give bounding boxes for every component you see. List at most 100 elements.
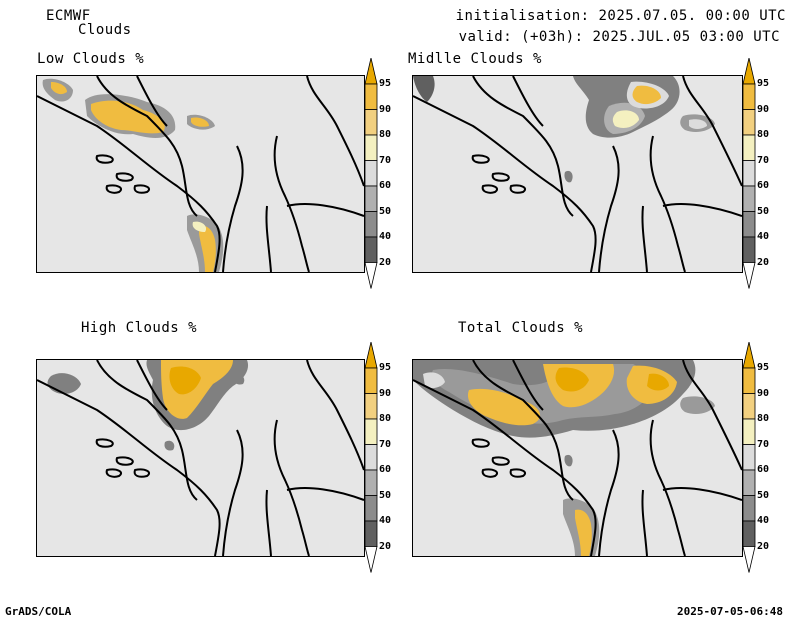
colorbar-tick-label: 90: [757, 387, 770, 399]
colorbar-tick-label: 40: [757, 231, 770, 242]
colorbar-segment: [364, 469, 378, 496]
colorbar-segment: [364, 83, 378, 110]
colorbar-tick-label: 80: [379, 129, 392, 140]
colorbar-segment: [742, 469, 756, 496]
panel-title-high: High Clouds %: [81, 320, 198, 336]
colorbar-high: 95 90 80 70 60 50 40 20: [363, 342, 403, 574]
map-panel-total: [412, 359, 743, 557]
cloud-fields: [47, 360, 249, 451]
colorbar-segment: [364, 58, 378, 85]
colorbar-tick-label: 20: [757, 540, 770, 552]
colorbar-tick-label: 95: [379, 78, 392, 89]
colorbar-tick-label: 20: [757, 256, 770, 268]
colorbar-tick-label: 80: [757, 129, 770, 140]
map-panel-middle: [412, 75, 743, 273]
colorbar-segment: [742, 211, 756, 238]
colorbar-tick-label: 70: [379, 154, 392, 166]
colorbar-tick-label: 95: [379, 362, 392, 373]
colorbar-scale: [364, 342, 378, 573]
colorbar-segment: [742, 342, 756, 369]
colorbar-tick-label: 40: [379, 515, 392, 526]
footer-software: GrADS/COLA: [5, 605, 72, 618]
map-high: [37, 360, 364, 556]
colorbar-segment: [364, 185, 378, 212]
colorbar-tick-label: 50: [757, 489, 770, 501]
colorbar-segment: [742, 134, 756, 161]
colorbar-tick-label: 60: [379, 464, 392, 475]
colorbar-middle: 95 90 80 70 60 50 40 20: [741, 58, 781, 290]
colorbar-segment: [742, 236, 756, 263]
model-label: ECMWF: [46, 8, 91, 24]
colorbar-segment: [364, 393, 378, 420]
map-low: [37, 76, 364, 272]
colorbar-segment: [742, 367, 756, 394]
colorbar-segment: [742, 58, 756, 85]
colorbar-segment: [742, 109, 756, 136]
colorbar-segment: [364, 236, 378, 263]
colorbar-tick-label: 40: [757, 515, 770, 526]
colorbar-segment: [364, 520, 378, 547]
colorbar-tick-label: 50: [379, 489, 392, 501]
colorbar-segment: [742, 546, 756, 573]
colorbar-segment: [364, 444, 378, 471]
colorbar-tick-label: 80: [757, 413, 770, 424]
colorbar-tick-label: 60: [757, 464, 770, 475]
colorbar-tick-label: 95: [757, 362, 770, 373]
colorbar-tick-label: 50: [757, 205, 770, 217]
colorbar-segment: [364, 495, 378, 522]
map-panel-high: [36, 359, 365, 557]
colorbar-segment: [742, 262, 756, 289]
colorbar-tick-label: 70: [757, 438, 770, 450]
colorbar-segment: [742, 185, 756, 212]
colorbar-tick-label: 90: [379, 103, 392, 115]
colorbar-low: 95 90 80 70 60 50 40 20: [363, 58, 403, 290]
colorbar-tick-label: 95: [757, 78, 770, 89]
colorbar-scale: [364, 58, 378, 289]
colorbar-segment: [364, 134, 378, 161]
colorbar-segment: [742, 393, 756, 420]
colorbar-segment: [742, 160, 756, 187]
colorbar-segment: [364, 418, 378, 445]
cloud-fields: [413, 76, 715, 183]
colorbar-segment: [364, 342, 378, 369]
coastlines-borders: [413, 360, 742, 556]
panel-title-total: Total Clouds %: [458, 320, 584, 336]
panel-title-low: Low Clouds %: [37, 51, 145, 67]
footer-timestamp: 2025-07-05-06:48: [677, 605, 783, 618]
colorbar-segment: [742, 83, 756, 110]
colorbar-tick-label: 20: [379, 540, 392, 552]
colorbar-tick-label: 40: [379, 231, 392, 242]
coastlines-borders: [37, 360, 364, 556]
colorbar-tick-label: 60: [379, 180, 392, 191]
colorbar-tick-label: 50: [379, 205, 392, 217]
map-middle: [413, 76, 742, 272]
colorbar-tick-label: 90: [757, 103, 770, 115]
parameter-label: Clouds: [78, 22, 132, 38]
colorbar-total: 95 90 80 70 60 50 40 20: [741, 342, 781, 574]
colorbar-tick-label: 70: [379, 438, 392, 450]
colorbar-segment: [364, 109, 378, 136]
colorbar-tick-label: 70: [757, 154, 770, 166]
coastlines-borders: [37, 76, 364, 272]
panel-title-middle: Midlle Clouds %: [408, 51, 542, 67]
initialisation-label: initialisation: 2025.07.05. 00:00 UTC: [455, 8, 786, 24]
colorbar-tick-label: 90: [379, 387, 392, 399]
colorbar-scale: [742, 58, 756, 289]
map-panel-low: [36, 75, 365, 273]
colorbar-segment: [364, 160, 378, 187]
colorbar-segment: [364, 262, 378, 289]
colorbar-segment: [364, 367, 378, 394]
colorbar-segment: [742, 495, 756, 522]
cloud-fields: [413, 360, 715, 556]
coastlines-borders: [413, 76, 742, 272]
map-total: [413, 360, 742, 556]
colorbar-segment: [742, 444, 756, 471]
colorbar-scale: [742, 342, 756, 573]
valid-label: valid: (+03h): 2025.JUL.05 03:00 UTC: [458, 29, 780, 45]
colorbar-segment: [364, 546, 378, 573]
colorbar-tick-label: 20: [379, 256, 392, 268]
colorbar-segment: [364, 211, 378, 238]
colorbar-tick-label: 60: [757, 180, 770, 191]
colorbar-segment: [742, 418, 756, 445]
colorbar-tick-label: 80: [379, 413, 392, 424]
